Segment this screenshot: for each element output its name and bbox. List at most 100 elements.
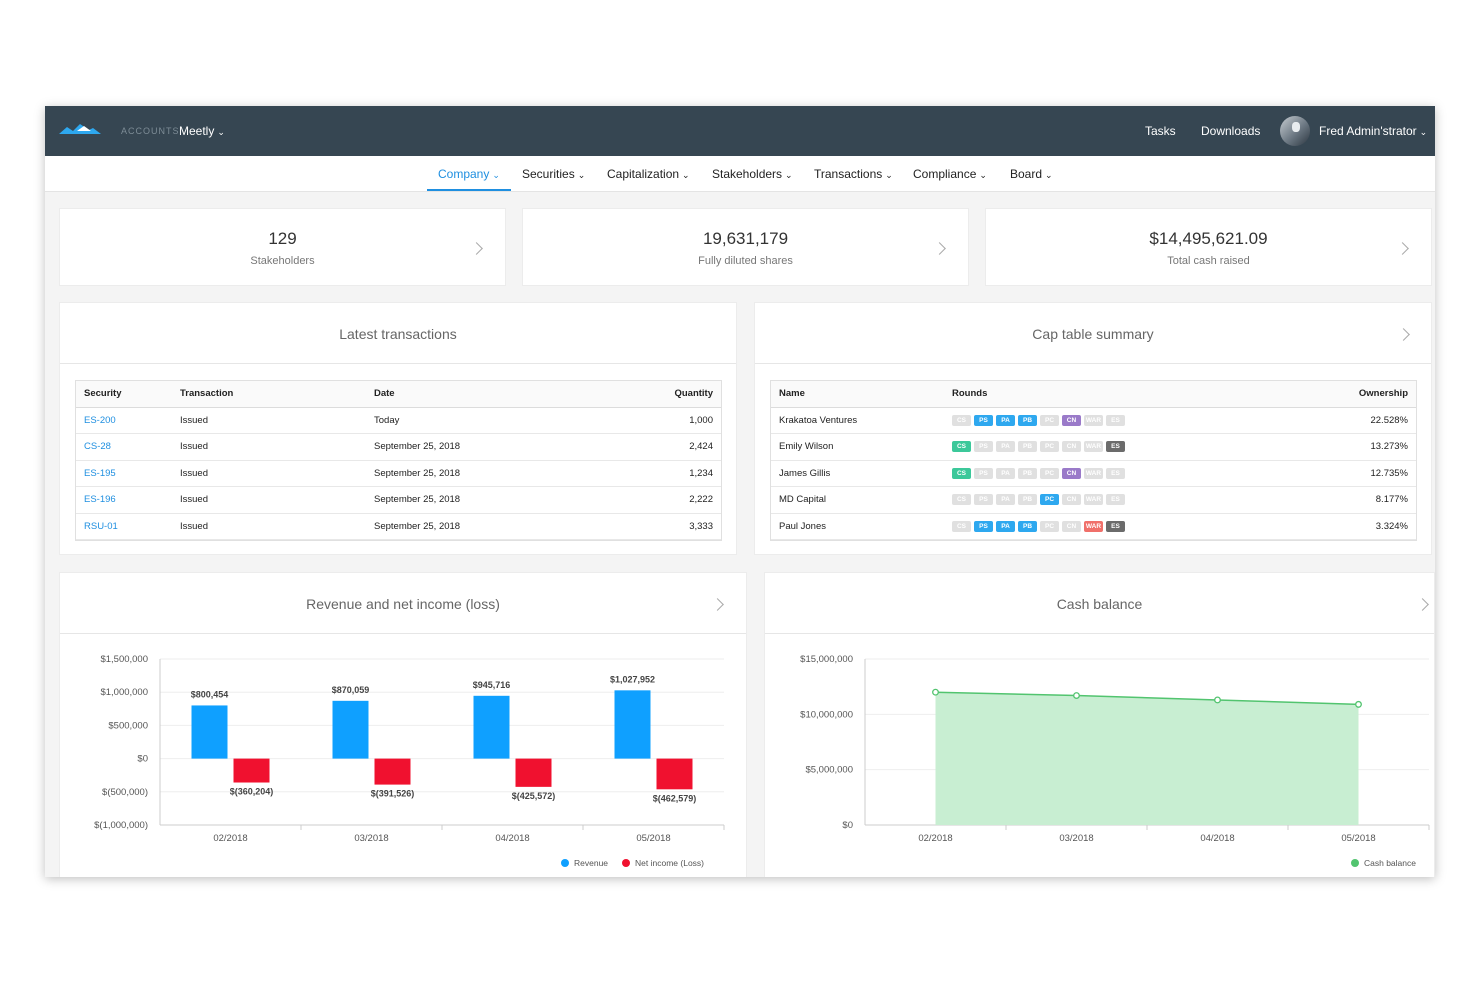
panel-title: Cap table summary (1032, 326, 1154, 342)
x-tick-label: 05/2018 (636, 833, 670, 844)
tasks-link[interactable]: Tasks (1145, 124, 1176, 138)
kpi-card-shares[interactable]: 19,631,179 Fully diluted shares (522, 208, 969, 286)
ownership-cell: 13.273% (1234, 433, 1416, 461)
table-header-row: Name Rounds Ownership (771, 381, 1416, 408)
round-badge-cs: CS (952, 520, 971, 532)
column-header[interactable]: Security (76, 381, 172, 408)
tab-board[interactable]: Board ⌄ (1010, 167, 1053, 181)
kpi-value: 129 (268, 229, 297, 248)
stakeholder-name[interactable]: James Gillis (771, 460, 944, 487)
revenue-legend: Revenue Net income (Loss) (561, 858, 704, 868)
logo-icon[interactable] (59, 122, 101, 136)
security-link[interactable]: ES-195 (76, 460, 172, 487)
security-link[interactable]: ES-196 (76, 486, 172, 514)
stakeholder-name[interactable]: MD Capital (771, 486, 944, 514)
y-tick-label: $(500,000) (102, 787, 148, 798)
y-tick-label: $15,000,000 (800, 654, 853, 665)
kpi-card-cash[interactable]: $14,495,621.09 Total cash raised (985, 208, 1432, 286)
tab-capitalization[interactable]: Capitalization ⌄ (607, 167, 690, 181)
tab-label: Company (438, 167, 490, 181)
x-tick-label: 05/2018 (1341, 833, 1375, 844)
chevron-down-icon: ⌄ (1045, 170, 1053, 180)
downloads-link[interactable]: Downloads (1201, 124, 1261, 138)
quantity-cell: 1,000 (586, 407, 721, 434)
round-badge-es: ES (1106, 467, 1125, 479)
panel-title: Revenue and net income (loss) (306, 596, 500, 612)
security-link[interactable]: CS-28 (76, 433, 172, 461)
kpi-label: Total cash raised (1167, 255, 1250, 267)
user-menu[interactable]: Fred Admin'strator ⌄ (1319, 124, 1427, 138)
table-row: Emily Wilson CS PS PA PB PC CN WAR ES 13.273% (771, 433, 1416, 461)
x-tick-label: 03/2018 (1059, 833, 1093, 844)
chevron-down-icon: ⌄ (785, 170, 793, 180)
revenue-chart: $1,500,000 $1,000,000 $500,000 $0 $(500,000)… (94, 654, 725, 844)
transaction-cell: Issued (172, 513, 366, 540)
net-income-bar (656, 758, 693, 790)
cash-line (935, 691, 1359, 706)
cash-area (935, 692, 1359, 825)
transaction-cell: Issued (172, 486, 366, 514)
transactions-table-frame: Security Transaction Date Quantity ES-20… (75, 380, 722, 541)
tab-company[interactable]: Company ⌄ (438, 167, 500, 181)
date-cell: September 25, 2018 (366, 433, 586, 461)
tab-stakeholders[interactable]: Stakeholders ⌄ (712, 167, 793, 181)
round-badge-war: WAR (1084, 467, 1103, 479)
tab-securities[interactable]: Securities ⌄ (522, 167, 585, 181)
quantity-cell: 1,234 (586, 460, 721, 487)
cap-table-frame: Name Rounds Ownership Krakatoa Ventures C… (770, 380, 1417, 541)
round-badge-pb: PB (1018, 520, 1037, 532)
chevron-down-icon: ⌄ (217, 127, 225, 137)
rounds-cell: CS PS PA PB PC CN WAR ES (944, 433, 1234, 461)
tab-transactions[interactable]: Transactions ⌄ (814, 167, 893, 181)
round-badge-es: ES (1106, 494, 1125, 506)
app-window: ACCOUNTS Meetly ⌄ Tasks Downloads Fred Ad… (45, 106, 1435, 877)
account-name: Meetly (179, 124, 215, 138)
column-header[interactable]: Rounds (944, 381, 1234, 408)
cap-table-summary-panel: Cap table summary Name Rounds Ownership … (754, 302, 1432, 555)
round-badge-pb: PB (1018, 494, 1037, 506)
y-tick-label: $0 (137, 754, 148, 765)
net-income-data-label: $(360,204) (230, 787, 274, 797)
stakeholder-name[interactable]: Krakatoa Ventures (771, 407, 944, 434)
divider (60, 633, 746, 634)
column-header[interactable]: Name (771, 381, 944, 408)
x-tick-label: 04/2018 (495, 833, 529, 844)
avatar[interactable] (1280, 116, 1310, 146)
stakeholder-name[interactable]: Paul Jones (771, 513, 944, 540)
tab-label: Compliance (913, 167, 977, 181)
section-nav: Company ⌄ Securities ⌄ Capitalization ⌄ Sta… (45, 156, 1435, 192)
column-header[interactable]: Date (366, 381, 586, 408)
quantity-cell: 3,333 (586, 513, 721, 540)
column-header[interactable]: Ownership (1234, 381, 1416, 408)
accounts-label: ACCOUNTS (121, 126, 180, 136)
round-badge-pc: PC (1040, 467, 1059, 479)
revenue-bar (332, 700, 369, 759)
round-badge-ps: PS (974, 467, 993, 479)
panel-title: Latest transactions (339, 326, 457, 342)
panel-title: Cash balance (1056, 596, 1143, 612)
transactions-table: Security Transaction Date Quantity ES-20… (76, 381, 721, 540)
y-tick-label: $1,500,000 (100, 654, 148, 665)
account-switcher[interactable]: Meetly ⌄ (179, 124, 225, 138)
stakeholder-name[interactable]: Emily Wilson (771, 433, 944, 461)
security-link[interactable]: RSU-01 (76, 513, 172, 540)
legend-swatch (622, 859, 631, 867)
revenue-chart-panel: Revenue and net income (loss) $1,500,000… (59, 572, 747, 877)
quantity-cell: 2,222 (586, 486, 721, 514)
y-tick-label: $1,000,000 (100, 687, 148, 698)
column-header[interactable]: Quantity (586, 381, 721, 408)
round-badge-pb: PB (1018, 467, 1037, 479)
x-tick-label: 02/2018 (918, 833, 952, 844)
kpi-card-stakeholders[interactable]: 129 Stakeholders (59, 208, 506, 286)
y-tick-label: $5,000,000 (805, 765, 853, 776)
column-header[interactable]: Transaction (172, 381, 366, 408)
revenue-bar (473, 695, 510, 759)
round-badge-pb: PB (1018, 414, 1037, 426)
security-link[interactable]: ES-200 (76, 407, 172, 434)
user-name: Fred Admin'strator (1319, 124, 1417, 138)
round-badge-cs: CS (952, 494, 971, 506)
tab-compliance[interactable]: Compliance ⌄ (913, 167, 987, 181)
revenue-bar (614, 690, 651, 759)
kpi-label: Fully diluted shares (698, 255, 793, 267)
table-row: MD Capital CS PS PA PB PC CN WAR ES 8.177% (771, 486, 1416, 514)
